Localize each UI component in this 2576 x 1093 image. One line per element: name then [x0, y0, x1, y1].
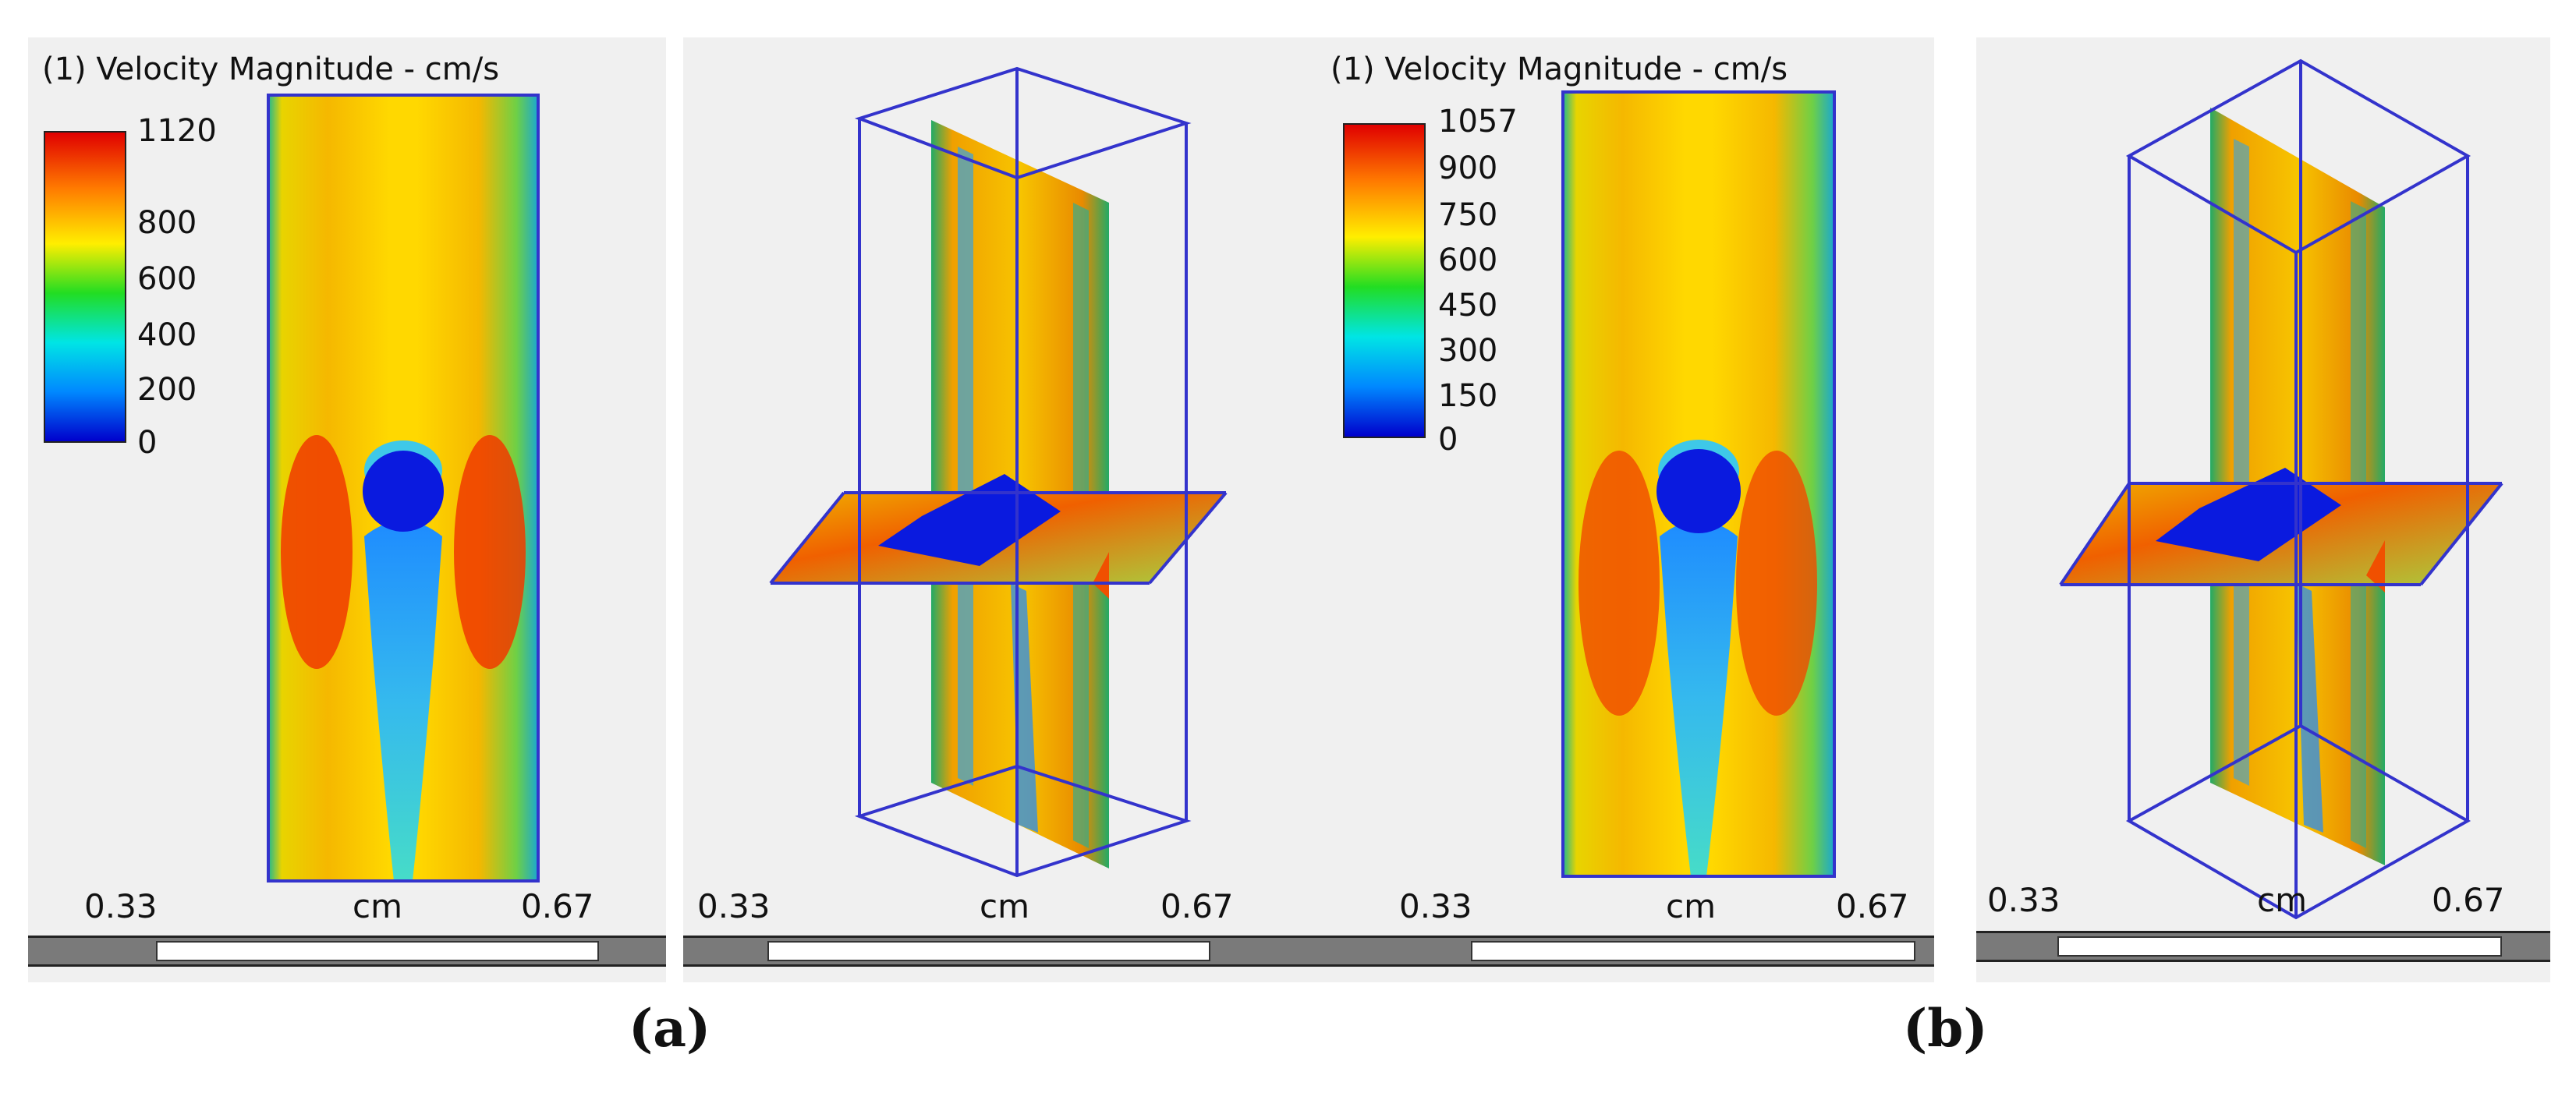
high-velocity-zone-right: [1736, 451, 1817, 716]
panel-b-3d: 0.33 cm 0.67: [1976, 37, 2550, 982]
colorbar-tick: 750: [1438, 197, 1498, 233]
colorbar-tick: 0: [137, 425, 158, 461]
wake-region: [1660, 521, 1738, 876]
colorbar-tick: 300: [1438, 333, 1498, 369]
plot-title: (1) Velocity Magnitude - cm/s: [1331, 51, 1788, 87]
colorbar-tick: 0: [1438, 422, 1458, 458]
zoom-slider[interactable]: [1316, 936, 1934, 967]
colorbar: [44, 131, 126, 443]
panel-a-3d: 0.33 cm 0.67: [683, 37, 1331, 982]
flow-field-b-3d: [2059, 58, 2503, 920]
flow-field-b-2d: [1561, 90, 1836, 878]
colorbar-tick: 600: [1438, 242, 1498, 278]
colorbar: [1343, 123, 1426, 438]
axis-unit-label: cm: [980, 887, 1030, 925]
axis-max-label: 0.67: [1836, 887, 1909, 925]
cylinder-obstacle-3d: [878, 474, 1061, 566]
axis-unit-label: cm: [1666, 887, 1717, 925]
high-velocity-zone-right: [454, 435, 526, 669]
colorbar-tick: 450: [1438, 288, 1498, 324]
zoom-slider-thumb[interactable]: [1471, 941, 1915, 961]
axis-min-label: 0.33: [1399, 887, 1472, 925]
axis-max-label: 0.67: [2432, 881, 2505, 919]
caption-a: (a): [629, 998, 711, 1059]
zoom-slider[interactable]: [1976, 931, 2550, 962]
colorbar-tick: 150: [1438, 378, 1498, 414]
zoom-slider[interactable]: [683, 936, 1331, 967]
axis-unit-label: cm: [2257, 881, 2308, 919]
colorbar-tick: 200: [137, 372, 197, 408]
colorbar-tick: 1120: [137, 113, 217, 149]
panel-b-2d: (1) Velocity Magnitude - cm/s 1057 900 7…: [1316, 37, 1934, 982]
axis-min-label: 0.33: [84, 887, 158, 925]
flow-field-a-2d: [267, 94, 540, 883]
axis-max-label: 0.67: [1160, 887, 1234, 925]
zoom-slider-thumb[interactable]: [2057, 936, 2502, 957]
panel-a-2d: (1) Velocity Magnitude - cm/s 1120 800 6…: [28, 37, 666, 982]
zoom-slider-thumb[interactable]: [767, 941, 1210, 961]
axis-max-label: 0.67: [521, 887, 594, 925]
domain-wireframe: [769, 66, 1228, 878]
domain-wireframe: [2059, 58, 2503, 920]
cylinder-obstacle: [363, 451, 444, 532]
plot-title: (1) Velocity Magnitude - cm/s: [42, 51, 500, 87]
caption-b: (b): [1903, 998, 1988, 1059]
axis-unit-label: cm: [353, 887, 403, 925]
zoom-slider-thumb[interactable]: [156, 941, 599, 961]
high-velocity-zone-left: [1579, 451, 1660, 716]
high-velocity-zone-left: [281, 435, 353, 669]
axis-min-label: 0.33: [697, 887, 771, 925]
colorbar-tick: 600: [137, 261, 197, 297]
zoom-slider[interactable]: [28, 936, 666, 967]
wake-region: [364, 521, 442, 881]
cylinder-obstacle: [1657, 449, 1741, 533]
colorbar-tick: 900: [1438, 150, 1498, 186]
colorbar-tick: 400: [137, 317, 197, 353]
colorbar-tick: 800: [137, 205, 197, 241]
axis-min-label: 0.33: [1987, 881, 2060, 919]
colorbar-tick: 1057: [1438, 104, 1518, 140]
flow-field-a-3d: [769, 66, 1228, 878]
